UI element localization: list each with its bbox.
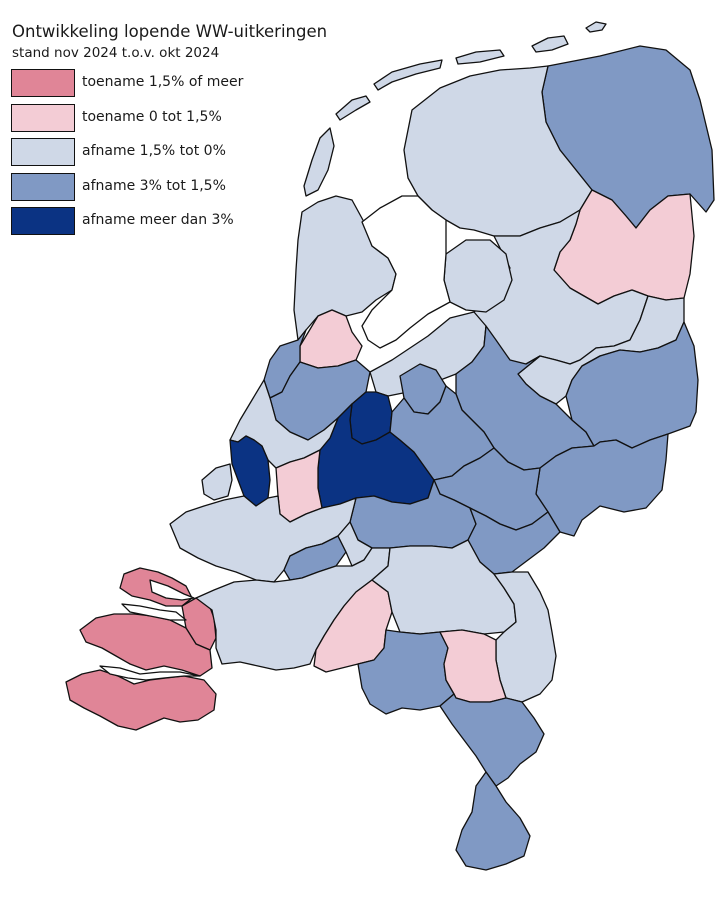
legend-swatch: [11, 69, 75, 97]
regions: [65, 45, 715, 871]
oosterschelde-water: [121, 603, 187, 621]
westerschelde-water: [99, 665, 201, 681]
water-bodies: [99, 195, 451, 681]
legend-label: afname 1,5% tot 0%: [82, 143, 226, 159]
legend-swatch: [11, 138, 75, 166]
legend-label: toename 0 tot 1,5%: [82, 108, 222, 125]
island-vlieland: [335, 95, 371, 121]
region-zeeland: [65, 669, 217, 731]
region-ijmond-west: [201, 463, 233, 501]
map-subtitle: stand nov 2024 t.o.v. okt 2024: [12, 45, 220, 61]
legend-label: afname 3% tot 1,5%: [82, 177, 226, 194]
legend-label: toename 1,5% of meer: [82, 74, 244, 90]
region-midden-limburg: [439, 693, 545, 787]
island-rottumeroog: [585, 21, 607, 33]
region-zuid-limburg: [455, 771, 531, 871]
legend-label: afname meer dan 3%: [82, 212, 234, 228]
region-flevoland: [443, 239, 513, 313]
legend-swatch: [11, 172, 75, 201]
island-schiermonnikoog: [531, 35, 569, 53]
legend-swatch: [11, 103, 75, 132]
region-zeeland: [79, 613, 213, 677]
region-haaglanden: [229, 435, 271, 507]
legend-swatch: [11, 207, 75, 235]
map-title: Ontwikkeling lopende WW-uitkeringen: [12, 22, 328, 41]
region-rijnmond: [169, 495, 357, 583]
wadden-islands: [303, 21, 607, 197]
region-twente: [565, 321, 699, 449]
island-texel: [303, 127, 335, 197]
haringvliet-water: [149, 579, 195, 601]
region-food-valley: [389, 385, 495, 481]
ijsselmeer: [361, 195, 451, 349]
island-ameland: [455, 49, 505, 65]
region-achterhoek: [535, 433, 669, 537]
region-noord-holland-noord: [293, 195, 397, 341]
island-terschelling: [373, 59, 443, 91]
